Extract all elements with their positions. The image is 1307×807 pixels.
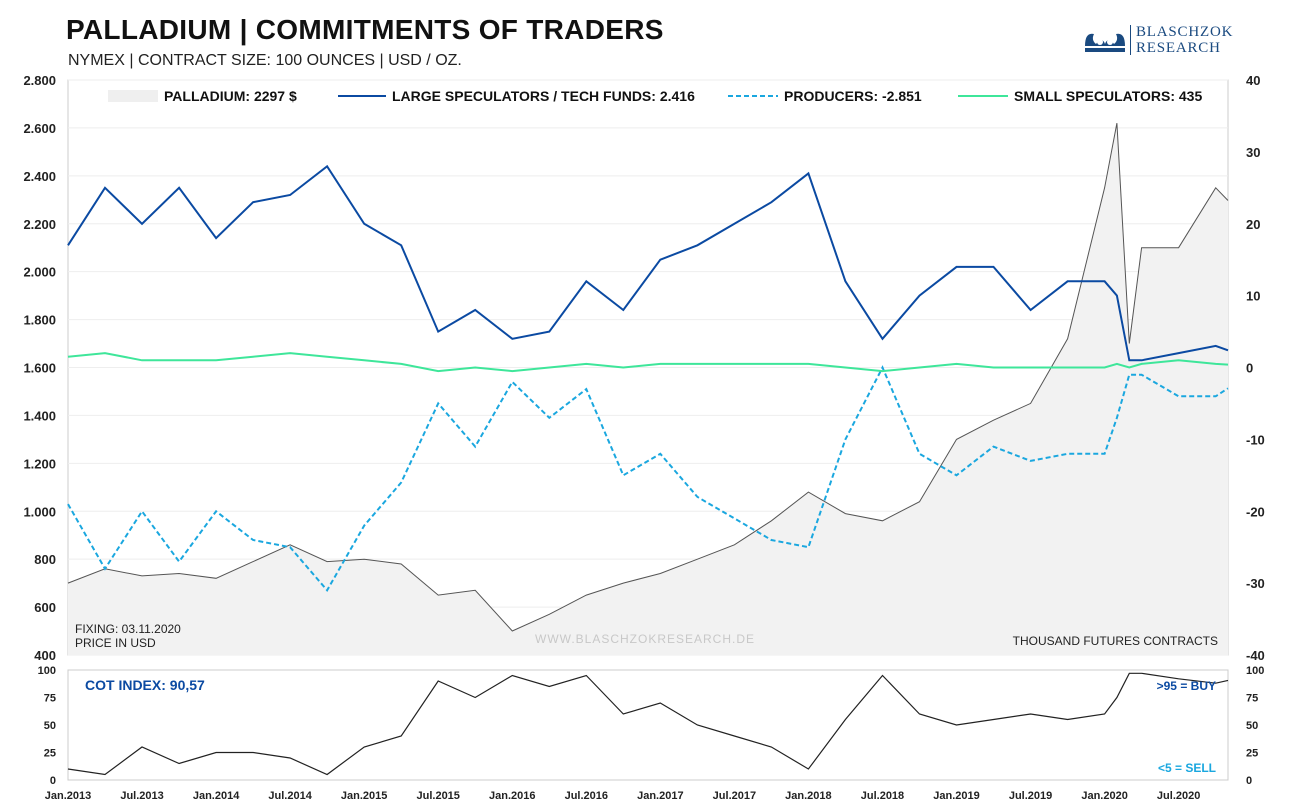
cot-left-tick-label: 0 (50, 775, 56, 787)
cot-left-axis-ticks: 0 25 50 75 100 (38, 665, 56, 787)
left-tick-label: 1.000 (23, 504, 56, 519)
x-tick-label: Jul.2017 (713, 790, 756, 802)
legend-label: PALLADIUM: 2297 $ (164, 88, 297, 104)
left-tick-label: 800 (34, 552, 56, 567)
x-tick-label: Jul.2014 (268, 790, 312, 802)
cot-index-panel: 0 25 50 75 100 0 25 50 75 100 COT INDEX: 90,57 >… (38, 665, 1265, 787)
left-axis-ticks: 400 600 800 1.000 1.200 1.400 1.600 1.800 2.000 2… (23, 73, 56, 663)
cot-index-label: COT INDEX: 90,57 (85, 677, 205, 693)
cot-right-axis-ticks: 0 25 50 75 100 (1246, 665, 1264, 787)
x-tick-label: Jul.2020 (1157, 790, 1200, 802)
logo-divider (1130, 25, 1131, 55)
cot-left-tick-label: 100 (38, 665, 56, 677)
x-tick-label: Jan.2014 (193, 790, 240, 802)
x-tick-label: Jul.2016 (565, 790, 608, 802)
cot-index-line (67, 672, 1229, 776)
price-area (68, 123, 1228, 656)
x-tick-label: Jul.2013 (120, 790, 163, 802)
buy-signal-label: >95 = BUY (1157, 679, 1216, 693)
legend: PALLADIUM: 2297 $ LARGE SPECULATORS / TEC… (108, 88, 1202, 104)
x-tick-label: Jan.2013 (45, 790, 91, 802)
x-tick-label: Jul.2019 (1009, 790, 1052, 802)
left-tick-label: 1.200 (23, 456, 56, 471)
right-tick-label: -10 (1246, 432, 1265, 447)
left-tick-label: 400 (34, 648, 56, 663)
cot-plot-frame (67, 669, 1229, 781)
cot-right-tick-label: 25 (1246, 748, 1258, 760)
right-tick-label: 40 (1246, 73, 1260, 88)
logo-icon (1085, 33, 1125, 52)
brand-logo: BLASCHZOK RESEARCH (1082, 22, 1232, 58)
legend-label: LARGE SPECULATORS / TECH FUNDS: 2.416 (392, 88, 695, 104)
chart-subtitle: NYMEX | CONTRACT SIZE: 100 OUNCES | USD … (68, 52, 462, 69)
x-tick-label: Jul.2018 (861, 790, 904, 802)
large-speculators-line (67, 164, 1229, 362)
logo-text-line1: BLASCHZOK (1136, 24, 1234, 40)
left-tick-label: 1.800 (23, 313, 56, 328)
x-tick-label: Jan.2020 (1081, 790, 1127, 802)
x-tick-label: Jan.2015 (341, 790, 387, 802)
cot-gridlines (67, 669, 1229, 781)
watermark-text: WWW.BLASCHZOKRESEARCH.DE (535, 632, 755, 646)
left-tick-label: 2.000 (23, 265, 56, 280)
left-tick-label: 1.600 (23, 361, 56, 376)
right-tick-label: 10 (1246, 289, 1260, 304)
right-tick-label: -30 (1246, 576, 1265, 591)
left-tick-label: 2.800 (23, 73, 56, 88)
legend-label: PRODUCERS: -2.851 (784, 88, 922, 104)
x-tick-label: Jul.2015 (417, 790, 460, 802)
cot-right-tick-label: 75 (1246, 693, 1258, 705)
x-tick-label: Jan.2017 (637, 790, 683, 802)
price-line (67, 123, 1229, 632)
fixing-date-note: FIXING: 03.11.2020 (75, 622, 181, 636)
right-axis-ticks: -40 -30 -20 -10 0 10 20 30 40 (1246, 73, 1265, 663)
sell-signal-label: <5 = SELL (1158, 761, 1216, 775)
cot-left-tick-label: 75 (44, 693, 56, 705)
left-tick-label: 2.600 (23, 121, 56, 136)
small-speculators-line (67, 352, 1229, 373)
right-unit-note: THOUSAND FUTURES CONTRACTS (1013, 634, 1218, 648)
left-tick-label: 2.400 (23, 169, 56, 184)
cot-right-tick-label: 50 (1246, 720, 1258, 732)
right-tick-label: 30 (1246, 145, 1260, 160)
x-axis-ticks: Jan.2013 Jul.2013 Jan.2014 Jul.2014 Jan.2015… (45, 790, 1201, 802)
logo-text-line2: RESEARCH (1136, 40, 1221, 56)
right-tick-label: -20 (1246, 504, 1265, 519)
x-tick-label: Jan.2018 (785, 790, 831, 802)
cot-right-tick-label: 100 (1246, 665, 1264, 677)
price-series (67, 123, 1229, 656)
producers-line (67, 365, 1229, 593)
cot-left-tick-label: 25 (44, 748, 56, 760)
right-tick-label: 20 (1246, 217, 1260, 232)
cot-right-tick-label: 0 (1246, 775, 1252, 787)
left-tick-label: 2.200 (23, 217, 56, 232)
cot-left-tick-label: 50 (44, 720, 56, 732)
right-tick-label: -40 (1246, 648, 1265, 663)
legend-label: SMALL SPECULATORS: 435 (1014, 88, 1202, 104)
left-tick-label: 1.400 (23, 408, 56, 423)
x-tick-label: Jan.2019 (933, 790, 979, 802)
left-tick-label: 600 (34, 600, 56, 615)
legend-swatch-price (108, 90, 158, 102)
price-unit-note: PRICE IN USD (75, 636, 156, 650)
chart-title: PALLADIUM | COMMITMENTS OF TRADERS (66, 14, 664, 45)
x-tick-label: Jan.2016 (489, 790, 535, 802)
main-panel: 4006008001.0001.2001.4001.6001.8002.0002… (23, 73, 1264, 663)
right-tick-label: 0 (1246, 361, 1253, 376)
